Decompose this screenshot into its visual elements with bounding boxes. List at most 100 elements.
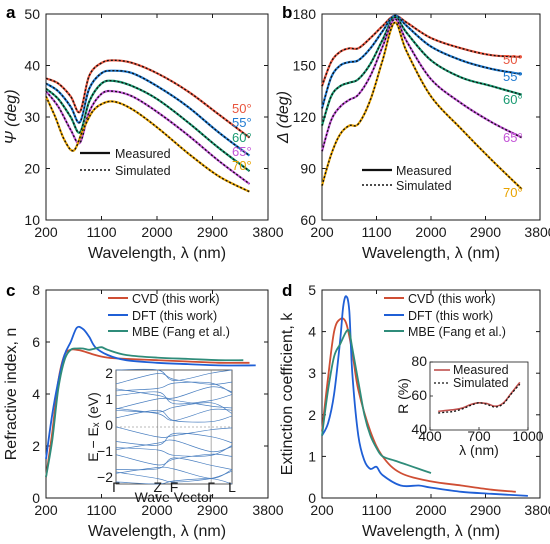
- y-tick-label: 3: [308, 365, 316, 381]
- legend-measured-label: Measured: [396, 164, 452, 178]
- inset-reflectance: 400 700 1000 40 60 80 λ (nm) R (%) MeasuredSimul…: [395, 353, 544, 458]
- inset-y-tick-label: 60: [411, 387, 427, 403]
- inset-y-tick-label: 1: [105, 391, 113, 407]
- angle-label-60: 60°: [503, 92, 523, 107]
- legend-label-dft: DFT (this work): [408, 309, 493, 323]
- x-tick-label: 2000: [415, 502, 446, 518]
- simulated-line-60: [45, 79, 250, 172]
- panel-b: 200 1100 2000 2900 3800 60 90 120 150 180 Waveleng…: [275, 6, 550, 262]
- x-tick-label: 2900: [197, 502, 228, 518]
- inset-legend-simulated-label: Simulated: [453, 376, 509, 390]
- x-axis-label: Wavelength, λ (nm): [88, 245, 226, 262]
- x-tick-label: 200: [310, 224, 334, 240]
- simulated-line-70: [45, 96, 250, 193]
- panel-label-d: d: [282, 281, 292, 300]
- band-line: [115, 426, 233, 438]
- x-tick-label: 3800: [252, 224, 283, 240]
- panel-label-c: c: [6, 281, 15, 300]
- inset-kpoint-label: Γ: [207, 479, 215, 495]
- legend-label-dft: DFT (this work): [132, 309, 217, 323]
- inset-x-tick-label: 400: [418, 428, 442, 444]
- simulated-line-50: [45, 59, 250, 139]
- x-tick-label: 3800: [252, 502, 283, 518]
- inset-y-tick-label: 2: [105, 365, 113, 381]
- simulated-line-65: [45, 90, 250, 185]
- inset-y-axis-label: R (%): [395, 378, 411, 414]
- measured-line-50: [320, 14, 522, 87]
- inset-y-tick-label: 0: [105, 417, 113, 433]
- inset-simulated-line: [438, 383, 521, 414]
- inset-kpoint-label: Z: [153, 479, 162, 495]
- y-tick-label: 4: [308, 324, 316, 340]
- angle-label-65: 65°: [503, 130, 523, 145]
- band-line: [115, 381, 233, 394]
- band-line: [115, 478, 233, 485]
- x-tick-label: 3800: [524, 224, 550, 240]
- x-axis-label: Wavelength, λ (nm): [362, 523, 500, 540]
- series-line-mbe: [321, 328, 432, 474]
- y-tick-label: 30: [24, 109, 40, 125]
- inset-kpoint-label: Γ: [112, 479, 120, 495]
- panel-c: 200 1100 2000 2900 3800 0 2 4 6 8 Wavelength, λ (n…: [3, 282, 284, 540]
- inset-x-axis-label: Wave Vector: [135, 489, 214, 505]
- x-tick-label: 200: [34, 502, 58, 518]
- series-line-dft: [321, 295, 528, 497]
- band-line: [115, 398, 233, 410]
- inset-x-tick-label: 1000: [512, 428, 543, 444]
- inset-frame: [429, 361, 529, 431]
- inset-kpoint-label: L: [228, 479, 236, 495]
- legend-simulated-label: Simulated: [115, 164, 171, 178]
- legend-label-cvd: CVD (this work): [132, 292, 220, 306]
- panel-d: 200 1100 2000 2900 3800 0 1 2 3 4 5 Wavelength, λ (…: [279, 282, 550, 540]
- simulated-line-55: [321, 14, 522, 109]
- band-line: [115, 391, 233, 405]
- band-line: [115, 470, 233, 483]
- x-tick-label: 3800: [524, 502, 550, 518]
- angle-label-55: 55°: [503, 69, 523, 84]
- x-tick-label: 2900: [470, 502, 501, 518]
- band-line: [115, 386, 233, 399]
- simulated-line-55: [45, 69, 250, 157]
- y-axis-label: Δ (deg): [275, 91, 292, 144]
- x-tick-label: 2000: [415, 224, 446, 240]
- y-tick-label: 5: [308, 282, 316, 298]
- angle-label-50: 50°: [503, 52, 523, 67]
- panel-label-b: b: [282, 3, 292, 22]
- x-tick-label: 2900: [470, 224, 501, 240]
- measured-line-50: [45, 59, 251, 139]
- angle-label-65: 65°: [232, 144, 252, 159]
- x-tick-label: 2000: [141, 502, 172, 518]
- inset-y-tick-label: −1: [97, 443, 113, 459]
- angle-label-55: 55°: [232, 115, 252, 130]
- band-line: [115, 457, 233, 471]
- x-tick-label: 200: [34, 224, 58, 240]
- x-tick-label: 1100: [86, 224, 116, 240]
- y-tick-label: 8: [32, 282, 40, 298]
- angle-label-60: 60°: [232, 130, 252, 145]
- angle-label-70: 70°: [503, 185, 523, 200]
- inset-legend-measured-label: Measured: [453, 363, 509, 377]
- x-tick-label: 1100: [86, 502, 116, 518]
- inset-x-tick-label: 700: [467, 428, 491, 444]
- angle-label-50: 50°: [232, 101, 252, 116]
- y-tick-label: 150: [293, 58, 317, 74]
- y-axis-label: Ψ (deg): [3, 89, 20, 144]
- inset-y-tick-label: 40: [411, 421, 427, 437]
- inset-y-tick-label: 80: [411, 353, 427, 369]
- y-tick-label: 0: [32, 490, 40, 506]
- y-axis-label: Extinction coefficient, k: [279, 312, 296, 475]
- band-line: [115, 466, 233, 479]
- y-tick-label: 4: [32, 386, 40, 402]
- x-tick-label: 1100: [361, 502, 391, 518]
- panel-a: 200 1100 2000 2900 3800 10 20 30 40 50 Wavelength,…: [3, 6, 284, 262]
- inset-kpoint-label: F: [170, 479, 179, 495]
- legend-label-mbe: MBE (Fang et al.): [408, 325, 506, 339]
- x-axis-label: Wavelength, λ (nm): [362, 245, 500, 262]
- y-tick-label: 0: [308, 490, 316, 506]
- y-tick-label: 2: [308, 407, 316, 423]
- band-line: [115, 439, 233, 453]
- band-line: [115, 445, 233, 457]
- legend-label-mbe: MBE (Fang et al.): [132, 325, 230, 339]
- y-axis-label: Refractive index, n: [3, 328, 20, 461]
